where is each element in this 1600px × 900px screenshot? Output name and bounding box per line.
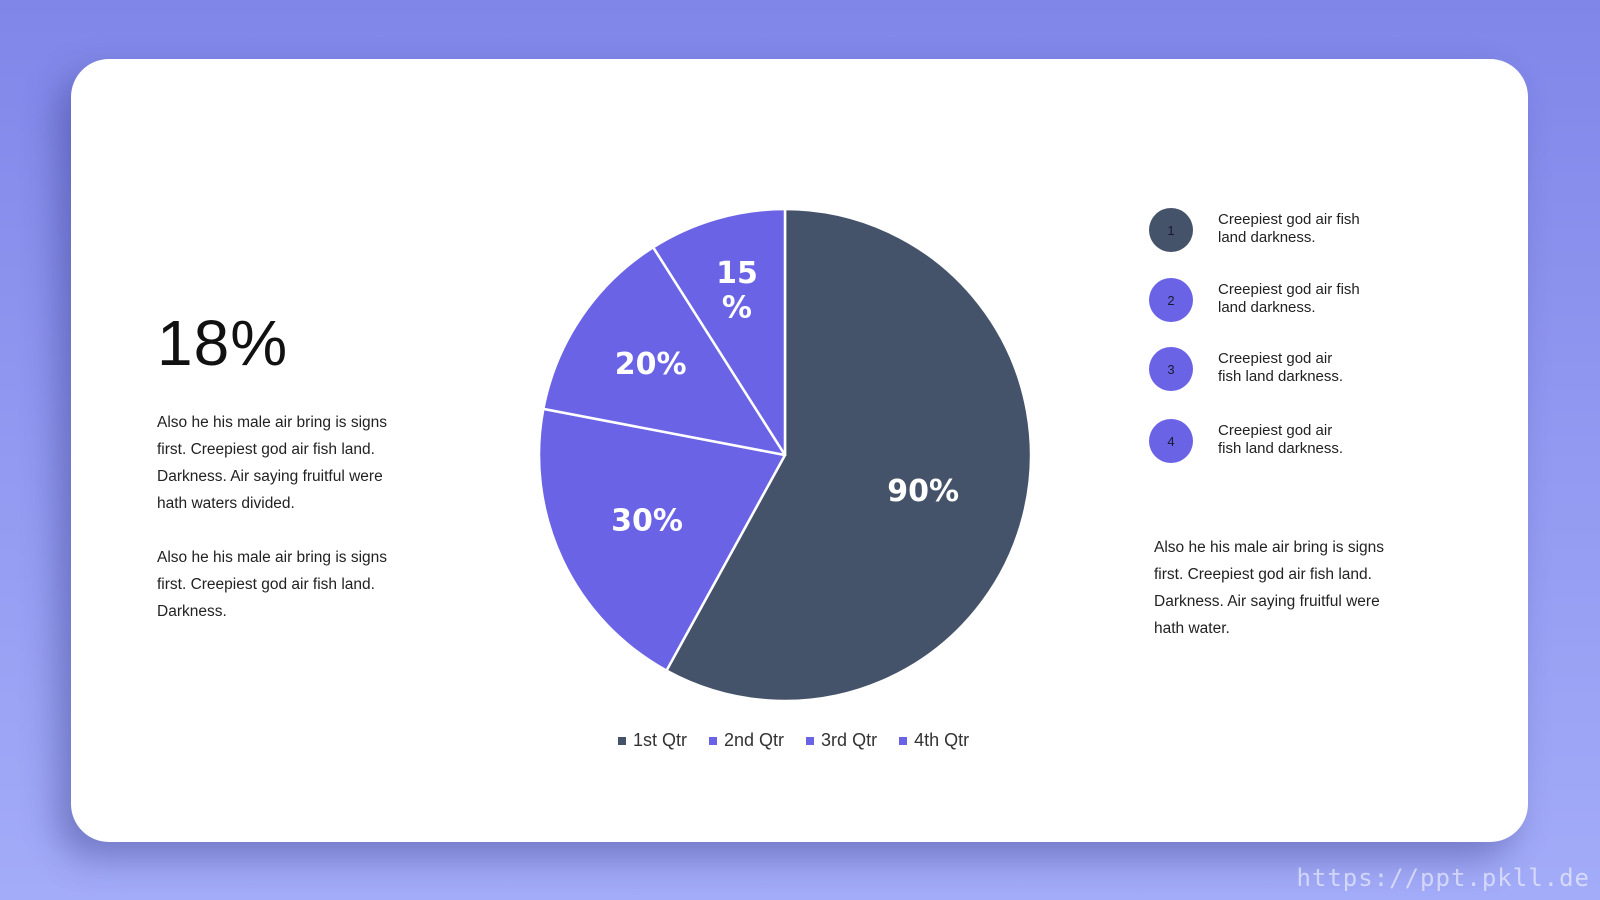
number-badge: 2 bbox=[1149, 278, 1193, 322]
pie-data-label-2: 30% bbox=[611, 503, 683, 538]
numbered-item-text: Creepiest god air fish land darkness. bbox=[1218, 281, 1360, 316]
pie-data-label-1: 90% bbox=[887, 474, 959, 509]
legend-label: 4th Qtr bbox=[914, 730, 970, 750]
pie-slice-2 bbox=[537, 407, 787, 672]
number-badge: 3 bbox=[1149, 347, 1193, 391]
legend-swatch bbox=[618, 736, 626, 745]
legend-item-4: 4th Qtr bbox=[899, 730, 969, 751]
number-badge: 4 bbox=[1149, 419, 1193, 463]
legend-swatch bbox=[806, 736, 815, 745]
legend-label: 2nd Qtr bbox=[724, 730, 785, 750]
legend-item-3: 3rd Qtr bbox=[806, 730, 877, 751]
numbered-item-text: Creepiest god air fish land darkness. bbox=[1218, 350, 1344, 385]
watermark: https://ppt.pkll.de bbox=[1296, 864, 1590, 892]
numbered-item-1: 1 Creepiest god air fish land darkness. bbox=[1149, 208, 1419, 254]
legend-swatch bbox=[709, 736, 718, 745]
pie-data-label-3: 20% bbox=[615, 347, 687, 382]
legend-item-1: 1st Qtr bbox=[618, 730, 687, 751]
headline-percent: 18% bbox=[157, 307, 289, 379]
pie-slice-4 bbox=[651, 207, 787, 457]
right-paragraph: Also he his male air bring is signs firs… bbox=[1154, 539, 1385, 637]
number-badge: 1 bbox=[1149, 208, 1193, 252]
numbered-item-2: 2 Creepiest god air fish land darkness. bbox=[1149, 278, 1419, 324]
numbered-item-3: 3 Creepiest god air fish land darkness. bbox=[1149, 347, 1419, 393]
numbered-item-text: Creepiest god air fish land darkness. bbox=[1218, 211, 1360, 246]
pie-slice-3 bbox=[542, 246, 787, 457]
pie-chart: 90% 30% 20% 15% bbox=[537, 207, 1033, 703]
legend-swatch bbox=[899, 736, 908, 745]
chart-legend: 1st Qtr 2nd Qtr 3rd Qtr 4th Qtr bbox=[618, 730, 969, 751]
legend-item-2: 2nd Qtr bbox=[709, 730, 784, 751]
legend-label: 3rd Qtr bbox=[821, 730, 878, 750]
numbered-item-4: 4 Creepiest god air fish land darkness. bbox=[1149, 419, 1419, 465]
left-paragraph-2: Also he his male air bring is signs firs… bbox=[157, 549, 388, 620]
legend-label: 1st Qtr bbox=[633, 730, 688, 750]
numbered-item-text: Creepiest god air fish land darkness. bbox=[1218, 422, 1344, 457]
pie-data-label-4: 15% bbox=[716, 256, 758, 326]
left-paragraph-1: Also he his male air bring is signs firs… bbox=[157, 414, 388, 512]
pie-slice-1 bbox=[665, 207, 1033, 703]
